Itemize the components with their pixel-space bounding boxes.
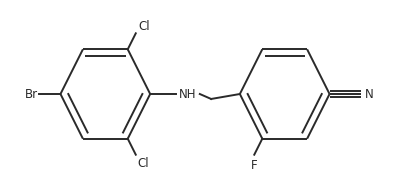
Text: N: N — [365, 88, 373, 101]
Text: NH: NH — [179, 88, 196, 101]
Text: F: F — [251, 159, 257, 172]
Text: Br: Br — [24, 88, 38, 101]
Text: Cl: Cl — [139, 20, 150, 33]
Text: Cl: Cl — [138, 157, 150, 170]
